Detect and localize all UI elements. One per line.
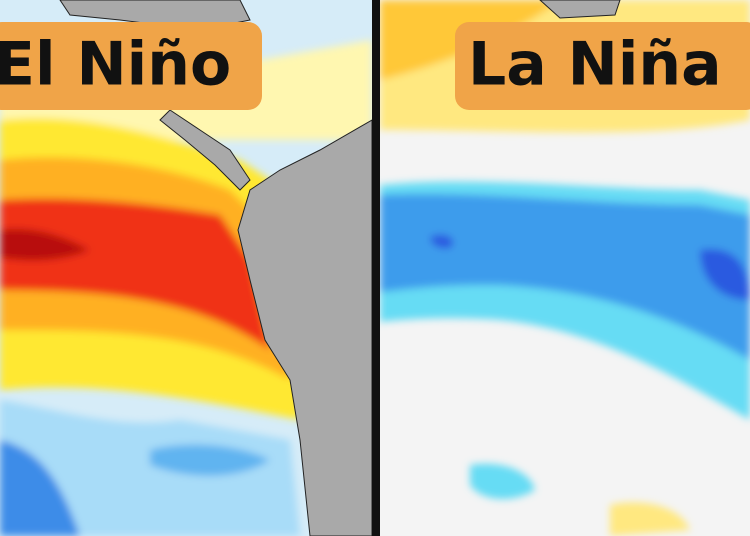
blue-patch — [150, 444, 270, 476]
label-box — [0, 22, 262, 110]
dark-blue-patch — [700, 249, 750, 300]
cyan-patch — [470, 463, 535, 500]
dark-red-zone — [0, 229, 90, 261]
south-america-land — [237, 119, 372, 536]
blue-zone — [0, 440, 80, 536]
divider — [372, 0, 380, 536]
light-blue-zone — [0, 400, 300, 536]
yellow-patch — [610, 502, 690, 536]
la-nina-map: La Niña — [380, 0, 750, 536]
panel-label: El Niño — [0, 30, 231, 100]
label-box — [455, 22, 750, 110]
land — [539, 0, 621, 19]
el-nino-map: El Niño — [0, 0, 372, 536]
blue-zone — [380, 193, 750, 360]
red-zone — [0, 198, 270, 350]
central-america-land — [159, 109, 251, 191]
panel-label: La Niña — [468, 30, 722, 100]
dark-blue-patch — [430, 234, 454, 249]
